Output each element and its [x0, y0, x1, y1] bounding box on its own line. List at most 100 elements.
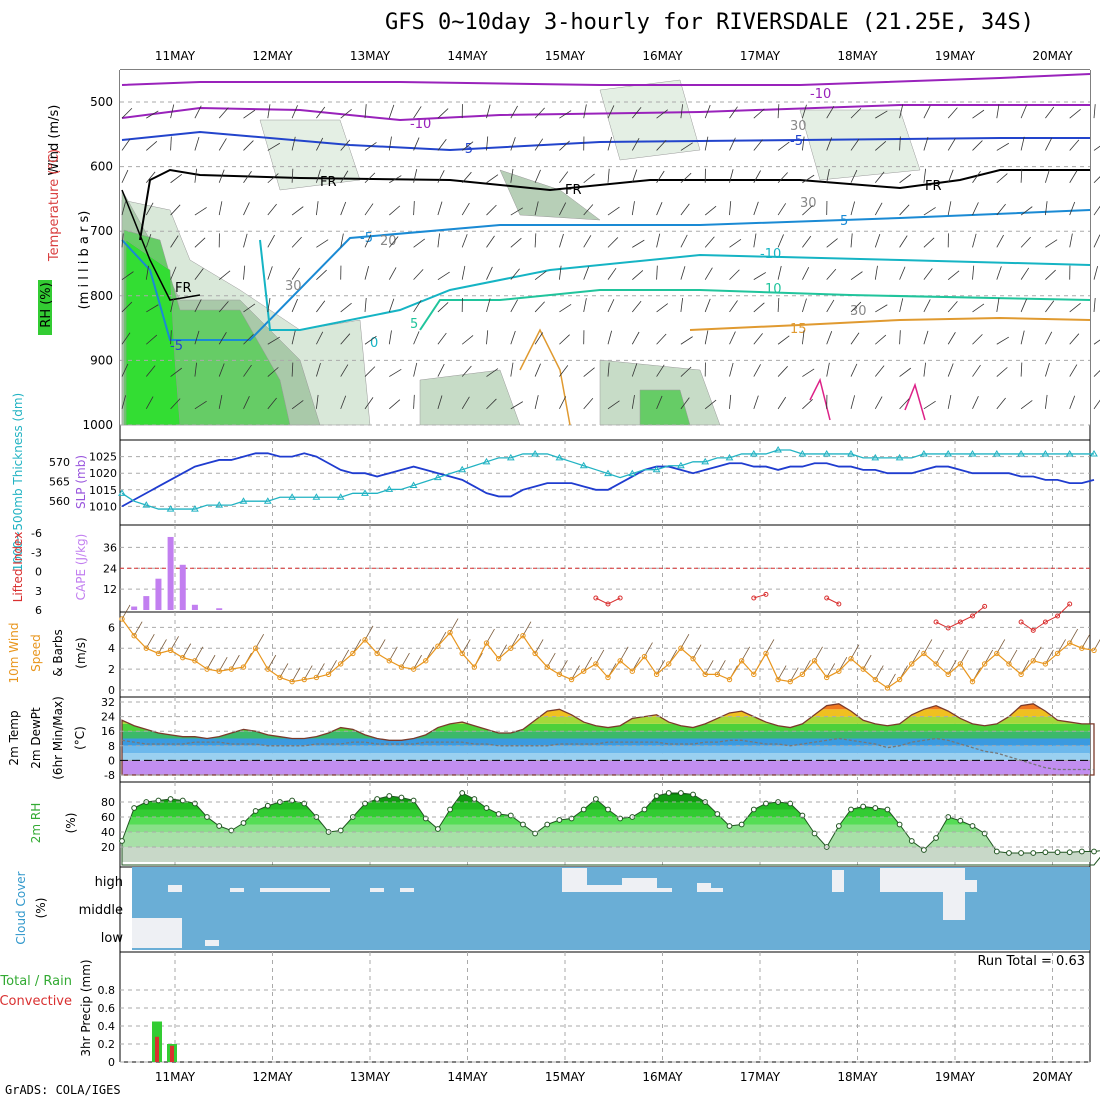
wind-barb [874, 171, 885, 184]
rh-marker [993, 848, 1000, 855]
wind-barb [972, 303, 985, 313]
precip-axis-label: 3hr Precip (mm) [79, 959, 93, 1056]
wind-barb [559, 110, 572, 119]
wind-barb [170, 136, 172, 151]
wind-barb [559, 365, 569, 377]
wind-barb [947, 395, 952, 409]
thickness-marker [774, 446, 782, 453]
wind-barb [583, 398, 594, 410]
wind-barb [194, 299, 202, 313]
thickness-marker [531, 449, 539, 457]
rh-band [122, 817, 1090, 825]
wind-speed-marker [909, 661, 915, 667]
wind-barb [753, 302, 765, 313]
thickness-marker [944, 449, 953, 457]
wind-panel-label: Speed [29, 634, 43, 672]
temp-band [122, 760, 1090, 775]
wind-barb [923, 237, 935, 248]
wind-barb [899, 104, 904, 119]
wind-barb [607, 105, 615, 119]
contour-label: FR [925, 179, 942, 194]
rh-axis-label: RH (%) [39, 282, 54, 327]
rh-marker [1018, 850, 1024, 856]
wind-barb [1093, 176, 1100, 184]
wind-barb [704, 399, 717, 410]
top-date-label: 11MAY [155, 49, 196, 63]
wind-barb [267, 266, 273, 280]
rh-shading [799, 109, 921, 181]
wind-barb [996, 397, 1006, 410]
wind-speed-marker [581, 668, 587, 674]
wind-barb [145, 171, 156, 184]
wind-barb [413, 137, 420, 151]
wind-barb [510, 168, 514, 183]
wind-speed-marker [1006, 661, 1012, 667]
wind-barb [704, 330, 709, 345]
wind-barb [388, 136, 392, 151]
wind-speed-marker [763, 650, 769, 657]
cloud-cover-cell [880, 868, 965, 892]
wind-barb [146, 140, 158, 151]
precip-convective-bar [155, 1036, 159, 1062]
wind-barb [1020, 236, 1031, 248]
wind-barb [972, 140, 983, 151]
temp-tick-label: -8 [104, 769, 115, 782]
pressure-tick-label: 700 [90, 224, 113, 238]
rh-band [122, 809, 1090, 817]
li-line [1020, 603, 1071, 632]
wind-barb [850, 233, 853, 248]
wind-barb [1093, 234, 1100, 248]
top-date-label: 14MAY [447, 49, 488, 63]
wind-barb [121, 395, 127, 409]
wind-speed-marker [423, 658, 429, 664]
rh-marker [131, 805, 138, 811]
wind-barb [437, 271, 450, 280]
wind-speed-marker [520, 633, 526, 639]
wind-barb [996, 104, 1000, 119]
rh-marker [884, 806, 891, 813]
thickness-marker [871, 453, 880, 461]
wind-barb [1045, 394, 1048, 409]
wind-barb [316, 300, 326, 313]
thickness-axis-label: 1000~500mb Thickness (dm) [11, 393, 25, 571]
wind-barb [170, 398, 181, 410]
wind-speed-marker [994, 650, 1000, 657]
rh-marker [969, 823, 976, 829]
wind-barb [170, 298, 175, 313]
wind-barb [194, 207, 207, 216]
wind-barb [145, 265, 149, 280]
wind-barb [607, 267, 617, 280]
wind-barb [413, 169, 418, 183]
wind-speed-marker [556, 671, 563, 678]
wind-barb [170, 367, 183, 377]
wind-barb [121, 138, 131, 151]
wind-barb [340, 395, 347, 409]
temp-contour-20 [689, 316, 1091, 331]
wind-barb [704, 267, 713, 280]
wind-barb [996, 266, 1002, 280]
wind-barb [583, 367, 595, 377]
rh-marker [811, 830, 818, 837]
wind-barb [121, 107, 133, 119]
temp-contour-minus5 [121, 130, 1090, 152]
wind-barb [996, 203, 1006, 216]
rh-marker [155, 797, 162, 804]
wind-barb [437, 395, 443, 409]
rh-marker [933, 835, 939, 841]
wind-barb [777, 104, 780, 119]
cloud-axis-label: (%) [34, 898, 48, 919]
wind-barb [510, 330, 516, 345]
wind-barb [729, 169, 734, 183]
rh-band [122, 824, 1090, 832]
wind-speed-marker [1030, 658, 1036, 664]
wind-barb [291, 362, 294, 377]
rh-marker [726, 823, 733, 829]
wind-barb [631, 300, 642, 313]
contour-label: 30 [850, 304, 867, 319]
wind-barb [704, 136, 709, 151]
thickness-marker [506, 453, 515, 461]
wind-panel-label: 10m Wind [7, 623, 21, 684]
precip-tick-label: 0.4 [98, 1020, 116, 1033]
wind-barb [364, 366, 376, 377]
wind-barb [1093, 399, 1100, 410]
